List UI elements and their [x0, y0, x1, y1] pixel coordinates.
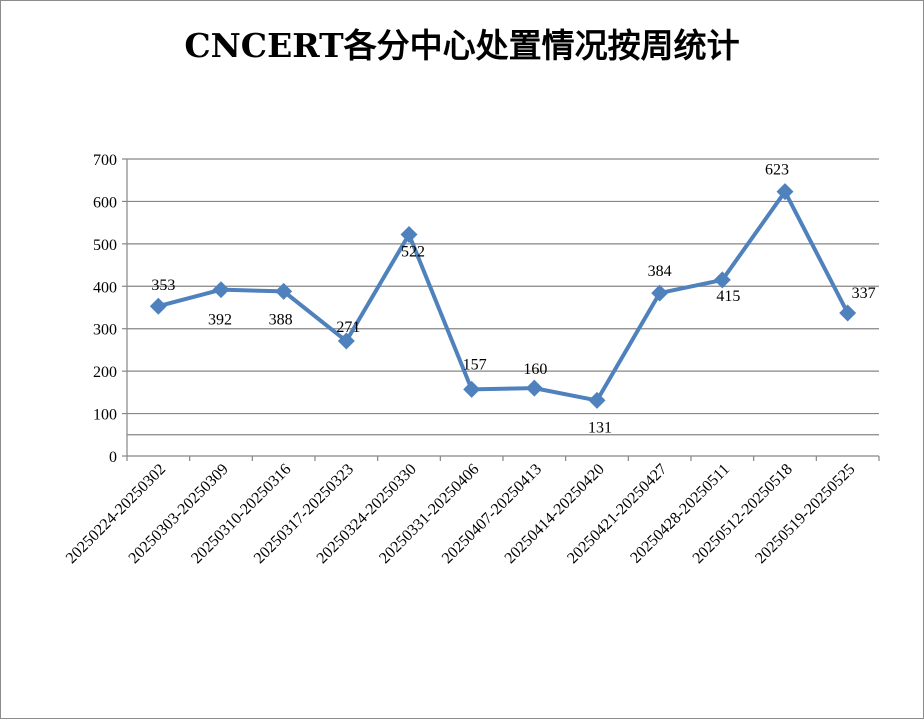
data-point: [839, 304, 857, 322]
data-label: 623: [765, 162, 789, 179]
y-tick-labels: 0 100 200 300 400 500 600 700: [93, 152, 117, 466]
data-label: 271: [336, 319, 360, 336]
data-label: 522: [401, 244, 425, 261]
y-tick-label: 100: [93, 407, 117, 424]
y-tick-label: 400: [93, 279, 117, 296]
data-label: 415: [716, 288, 740, 305]
data-point: [337, 332, 355, 350]
data-point: [149, 297, 167, 315]
data-point: [525, 379, 543, 397]
data-point: [713, 271, 731, 289]
data-label: 384: [648, 263, 672, 280]
data-label: 157: [463, 356, 487, 373]
data-point: [400, 226, 418, 244]
y-tick-label: 500: [93, 237, 117, 254]
chart-title: CNCERT各分中心处置情况按周统计: [184, 26, 740, 65]
y-tick-label: 600: [93, 194, 117, 211]
y-tick-label: 700: [93, 152, 117, 169]
data-point: [588, 391, 606, 409]
x-tick-labels: 20250224-2025030220250303-20250309202503…: [63, 461, 859, 567]
data-label: 392: [208, 312, 232, 329]
data-point: [212, 281, 230, 299]
data-labels: 353 392 388 271 522 157 160 131 384 415 623 337: [151, 162, 875, 437]
data-label: 337: [852, 285, 876, 302]
data-point: [776, 183, 794, 201]
data-point: [275, 282, 293, 300]
data-label: 353: [151, 277, 175, 294]
y-tick-label: 0: [109, 449, 117, 466]
data-point: [651, 284, 669, 302]
series-line: [156, 189, 850, 403]
y-tick-label: 300: [93, 322, 117, 339]
axes: [122, 158, 880, 461]
grid-lines: [127, 158, 879, 436]
data-label: 388: [269, 311, 293, 328]
y-tick-label: 200: [93, 364, 117, 381]
series-line-group: [149, 183, 857, 409]
data-label: 131: [588, 419, 612, 436]
data-point: [463, 380, 481, 398]
data-label: 160: [523, 361, 547, 378]
